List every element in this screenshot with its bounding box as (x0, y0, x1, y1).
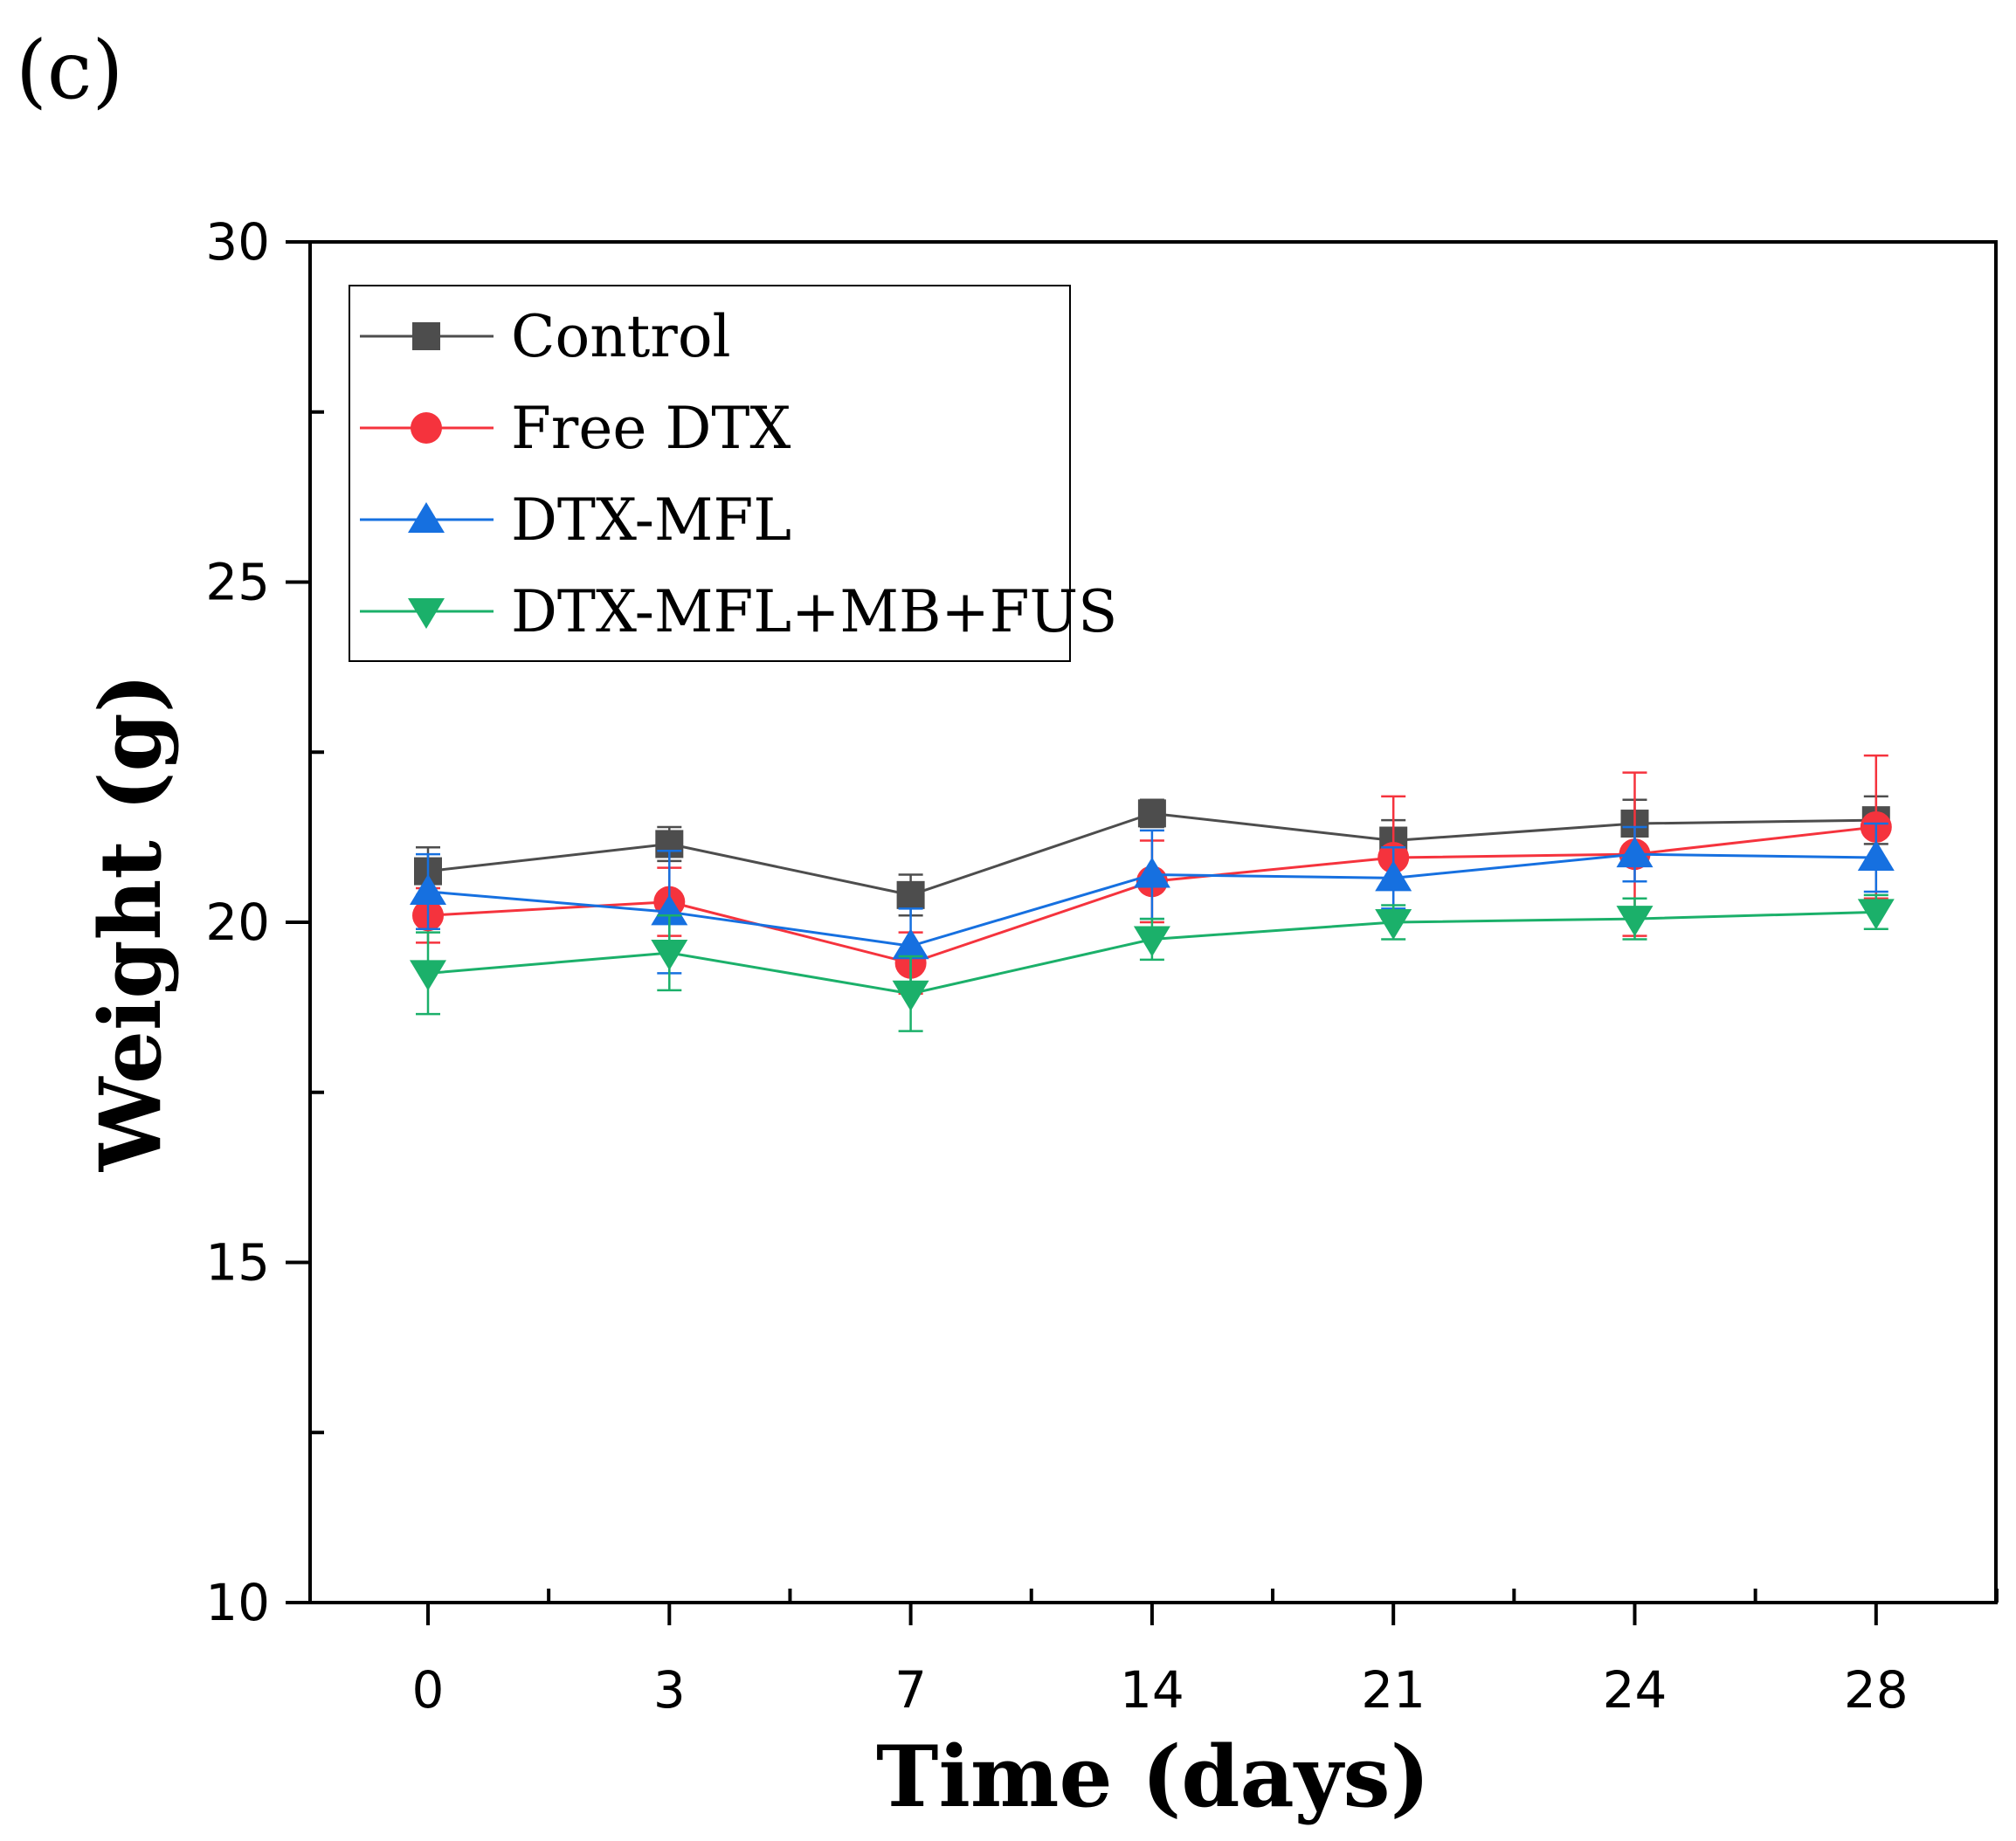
data-point (1857, 899, 1895, 930)
legend-label: Control (511, 303, 731, 370)
x-tick-label: 24 (1603, 1660, 1667, 1720)
series-dtx-mfl (410, 822, 1895, 985)
panel-label: (c) (16, 24, 123, 117)
legend-label: DTX-MFL (511, 486, 791, 554)
x-axis: 0 3 7 14 21 24 28 (412, 1589, 1999, 1720)
data-point (892, 980, 929, 1011)
data-point (1375, 909, 1412, 940)
y-axis: 10 15 20 25 30 (205, 212, 324, 1632)
data-point (1857, 839, 1895, 871)
legend-marker (411, 412, 442, 444)
y-axis-title: Weight (g) (81, 673, 180, 1172)
legend-entry: DTX-MFL+MB+FUS (360, 578, 1117, 645)
legend-label: Free DTX (511, 395, 791, 462)
data-point (651, 940, 688, 971)
y-tick-label: 25 (205, 553, 270, 612)
data-point (410, 960, 446, 991)
legend-entry: DTX-MFL (360, 486, 791, 554)
x-tick-label: 7 (894, 1660, 927, 1720)
legend-marker (412, 322, 440, 350)
y-tick-label: 10 (205, 1573, 270, 1632)
data-point (892, 928, 929, 960)
x-tick-label: 21 (1361, 1660, 1426, 1720)
data-point (1133, 857, 1170, 888)
legend-label: DTX-MFL+MB+FUS (511, 578, 1117, 645)
data-point (1133, 926, 1170, 957)
legend-entry: Control (360, 303, 731, 370)
y-tick-label: 20 (205, 893, 270, 952)
data-point (1616, 906, 1654, 937)
data-point (1375, 860, 1412, 892)
data-point (896, 880, 925, 909)
data-point (1616, 837, 1654, 868)
y-tick-label: 30 (205, 212, 270, 272)
series-layer (410, 754, 1895, 1032)
y-tick-label: 15 (205, 1233, 270, 1293)
x-tick-label: 28 (1844, 1660, 1909, 1720)
data-point (1137, 799, 1166, 828)
legend-marker (408, 598, 445, 629)
series-dtx-mfl-mb-fus (410, 893, 1895, 1032)
legend-entry: Free DTX (360, 395, 791, 462)
data-point (410, 873, 446, 905)
x-tick-label: 3 (653, 1660, 686, 1720)
legend: Control Free DTX DTX-MFL DTX-MFL+MB+FUS (349, 285, 1117, 662)
x-tick-label: 0 (412, 1660, 445, 1720)
legend-marker (408, 502, 445, 533)
data-point (651, 894, 688, 926)
legend-box (349, 285, 1071, 662)
x-axis-title: Time (days) (876, 1727, 1430, 1826)
x-tick-label: 14 (1120, 1660, 1184, 1720)
